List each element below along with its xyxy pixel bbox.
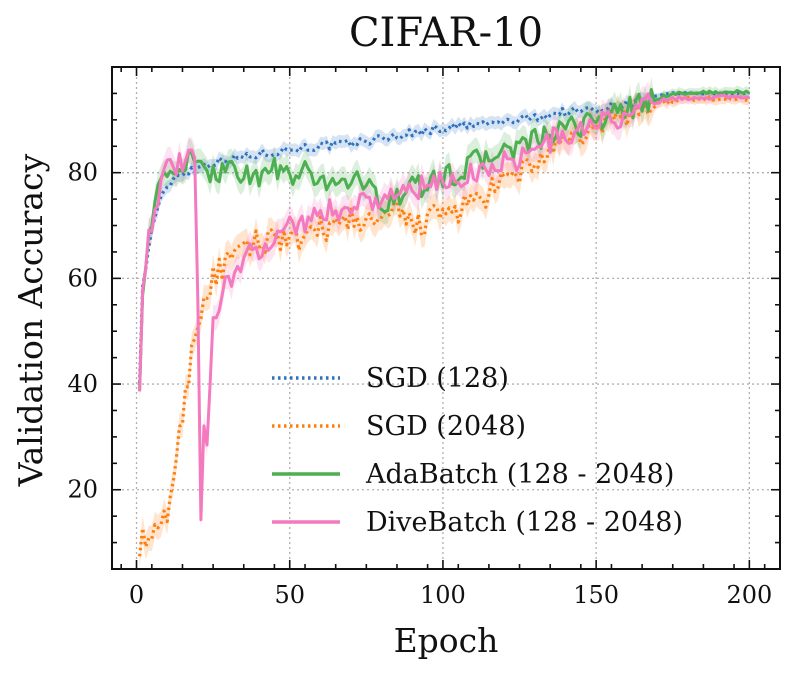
legend-label: SGD (128)	[366, 363, 509, 394]
gridlines	[112, 67, 780, 569]
series-line	[138, 95, 750, 557]
series-line	[138, 92, 750, 522]
x-tick-label: 150	[573, 581, 619, 609]
y-tick-label: 40	[67, 370, 98, 398]
y-tick-label: 80	[67, 159, 98, 187]
series-line	[138, 88, 751, 391]
series-line	[138, 91, 750, 384]
x-axis-label: Epoch	[394, 621, 499, 660]
series-lines	[138, 88, 751, 557]
y-tick-label: 20	[67, 476, 98, 504]
legend-label: DiveBatch (128 - 2048)	[366, 507, 683, 538]
x-tick-label: 100	[420, 581, 466, 609]
y-tick-label: 60	[67, 264, 98, 292]
axis-ticks: 0 50 100 150 200 20 40 60 80	[67, 67, 780, 609]
confidence-bands	[139, 76, 750, 569]
legend: SGD (128) SGD (2048) AdaBatch (128 - 2048)…	[272, 363, 683, 538]
x-tick-label: 200	[726, 581, 772, 609]
chart-title: CIFAR-10	[349, 10, 543, 56]
y-axis-label: Validation Accuracy	[11, 153, 50, 487]
legend-label: AdaBatch (128 - 2048)	[365, 459, 674, 490]
series-band	[139, 89, 750, 390]
legend-label: SGD (2048)	[366, 411, 526, 442]
x-tick-label: 0	[129, 581, 144, 609]
x-tick-label: 50	[274, 581, 305, 609]
plot-frame	[111, 66, 781, 570]
